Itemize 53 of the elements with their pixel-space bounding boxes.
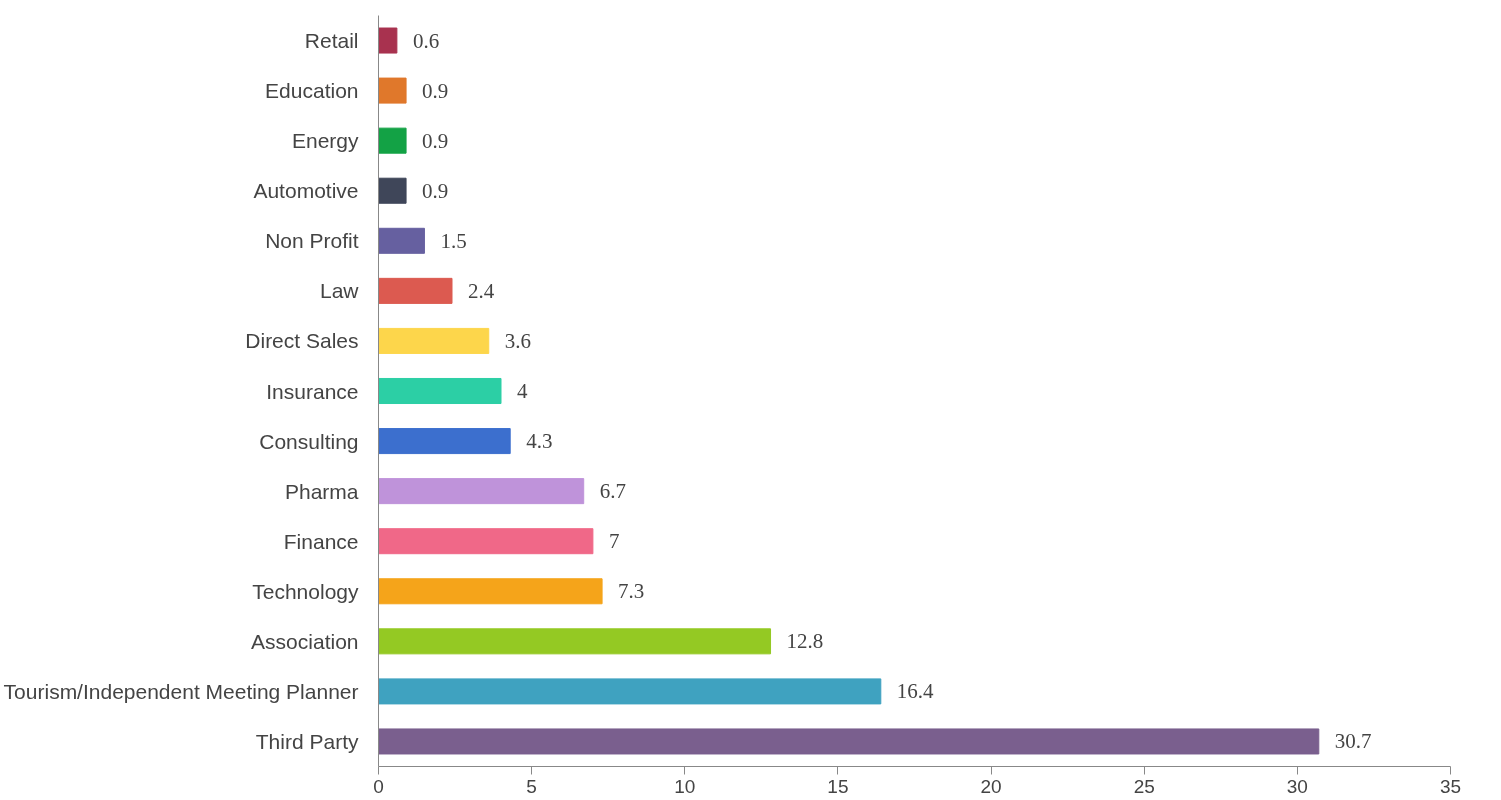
data-label: 16.4 [896, 679, 935, 704]
x-tick-label: 5 [526, 775, 537, 797]
y-tick-label: Finance [283, 529, 359, 553]
y-tick-label: Third Party [255, 729, 359, 753]
bar [378, 377, 502, 405]
data-label: 2.4 [468, 278, 495, 303]
bar [378, 77, 407, 104]
y-tick-label: Non Profit [265, 229, 359, 253]
bar [378, 578, 603, 605]
y-tick-label: Direct Sales [245, 329, 359, 353]
bar [378, 177, 407, 204]
y-tick-label: Consulting [259, 429, 359, 453]
y-tick-label: Energy [291, 129, 359, 153]
bar [378, 628, 772, 655]
y-tick-label: Automotive [253, 179, 359, 203]
bar [378, 227, 425, 254]
x-tick-label: 0 [373, 775, 384, 797]
data-label: 7.3 [618, 579, 645, 604]
bar [378, 428, 511, 455]
data-label: 1.5 [440, 228, 467, 253]
data-label: 4 [517, 379, 529, 403]
y-tick-label: Technology [252, 579, 359, 603]
bar [378, 277, 453, 304]
data-label: 7 [608, 529, 620, 554]
bar [378, 327, 490, 354]
data-label: 0.6 [412, 28, 440, 53]
x-tick-label: 20 [980, 775, 1002, 797]
data-label: 3.6 [504, 328, 532, 353]
x-tick-label: 10 [674, 775, 696, 797]
bar [378, 728, 1320, 755]
bar [378, 528, 594, 555]
x-tick-label: 35 [1439, 775, 1462, 797]
bar [378, 27, 398, 54]
bar [378, 478, 585, 505]
data-label: 30.7 [1334, 729, 1372, 754]
data-label: 4.3 [526, 429, 553, 454]
data-label: 0.9 [422, 78, 449, 103]
y-tick-label: Pharma [284, 479, 359, 503]
data-label: 0.9 [422, 128, 449, 153]
y-tick-label: Education [265, 79, 359, 103]
data-label: 12.8 [786, 629, 824, 654]
x-tick-label: 15 [827, 775, 849, 797]
x-tick-label: 25 [1133, 775, 1155, 797]
bar [378, 127, 407, 154]
y-tick-label: Insurance [266, 379, 359, 403]
y-tick-label: Law [319, 279, 360, 303]
y-tick-label: Tourism/Independent Meeting Planner [3, 679, 359, 703]
data-label: 0.9 [422, 178, 449, 203]
y-tick-label: Retail [304, 29, 359, 53]
bar [378, 678, 882, 705]
x-tick-label: 30 [1286, 775, 1308, 797]
data-label: 6.7 [599, 479, 626, 504]
y-tick-label: Association [251, 629, 359, 653]
